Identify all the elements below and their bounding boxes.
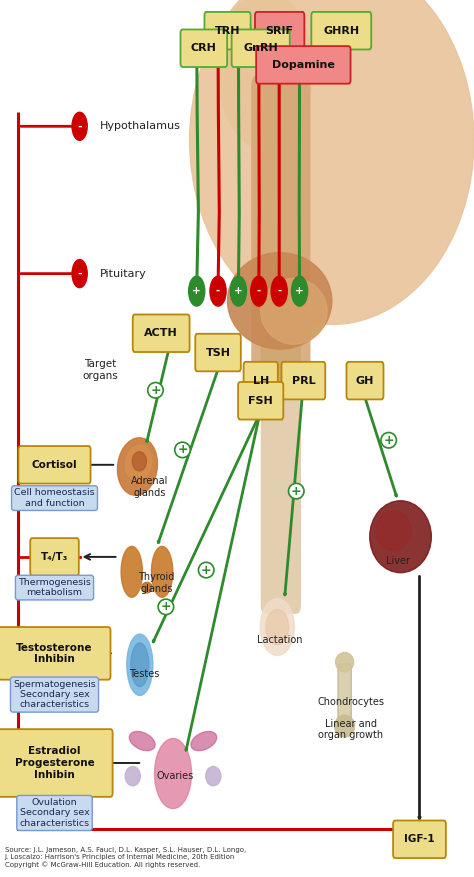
FancyBboxPatch shape xyxy=(338,664,351,725)
Text: -: - xyxy=(77,121,82,132)
FancyBboxPatch shape xyxy=(204,12,251,49)
FancyBboxPatch shape xyxy=(238,382,283,419)
Text: Spermatogenesis
Secondary sex
characteristics: Spermatogenesis Secondary sex characteri… xyxy=(13,680,96,709)
Text: Dopamine: Dopamine xyxy=(272,60,335,70)
Circle shape xyxy=(72,260,87,288)
Text: Ovaries: Ovaries xyxy=(157,771,194,781)
Ellipse shape xyxy=(260,598,294,656)
Text: +: + xyxy=(295,286,304,296)
Text: +: + xyxy=(177,444,188,456)
Ellipse shape xyxy=(336,652,354,672)
Ellipse shape xyxy=(127,634,153,695)
Ellipse shape xyxy=(151,546,173,597)
Text: -: - xyxy=(277,286,281,296)
FancyBboxPatch shape xyxy=(282,362,325,399)
Text: +: + xyxy=(234,286,243,296)
Ellipse shape xyxy=(131,643,149,687)
FancyBboxPatch shape xyxy=(133,315,190,352)
FancyBboxPatch shape xyxy=(311,12,371,49)
Text: ACTH: ACTH xyxy=(144,328,178,339)
FancyBboxPatch shape xyxy=(244,362,278,399)
Text: Testosterone
Inhibin: Testosterone Inhibin xyxy=(16,643,93,664)
Ellipse shape xyxy=(375,510,411,551)
Text: Liver: Liver xyxy=(386,556,410,567)
Text: +: + xyxy=(291,485,301,497)
Text: TRH: TRH xyxy=(215,25,240,36)
Text: Cortisol: Cortisol xyxy=(32,460,77,470)
Text: FSH: FSH xyxy=(248,396,273,406)
Text: Thermogenesis
metabolism: Thermogenesis metabolism xyxy=(18,578,91,597)
Text: +: + xyxy=(192,286,201,296)
Text: TSH: TSH xyxy=(206,347,230,358)
Circle shape xyxy=(251,276,267,306)
Ellipse shape xyxy=(155,738,191,809)
Ellipse shape xyxy=(190,0,474,324)
FancyBboxPatch shape xyxy=(195,334,241,371)
Text: GH: GH xyxy=(356,375,374,386)
Text: Target
organs: Target organs xyxy=(82,360,118,381)
FancyBboxPatch shape xyxy=(181,30,227,67)
Text: GnRH: GnRH xyxy=(243,43,278,53)
Text: IGF-1: IGF-1 xyxy=(404,834,435,845)
Text: Hypothalamus: Hypothalamus xyxy=(100,121,181,132)
Ellipse shape xyxy=(335,716,355,737)
Text: Linear and
organ growth: Linear and organ growth xyxy=(318,719,383,740)
Text: Pituitary: Pituitary xyxy=(100,268,146,279)
Text: GHRH: GHRH xyxy=(323,25,359,36)
Ellipse shape xyxy=(125,766,140,786)
Ellipse shape xyxy=(261,279,327,345)
Text: +: + xyxy=(383,434,394,446)
Ellipse shape xyxy=(132,452,146,471)
Text: Estradiol
Progesterone
Inhibin: Estradiol Progesterone Inhibin xyxy=(15,746,94,780)
Text: +: + xyxy=(161,601,171,613)
Text: Adrenal
glands: Adrenal glands xyxy=(131,476,168,497)
Text: +: + xyxy=(150,384,161,396)
Text: LH: LH xyxy=(253,375,269,386)
FancyBboxPatch shape xyxy=(0,729,113,797)
Text: CRH: CRH xyxy=(191,43,217,53)
Ellipse shape xyxy=(121,546,142,597)
Ellipse shape xyxy=(129,731,155,751)
Text: SRIF: SRIF xyxy=(265,25,294,36)
Ellipse shape xyxy=(370,501,431,573)
Ellipse shape xyxy=(218,0,313,149)
FancyBboxPatch shape xyxy=(232,30,290,67)
FancyBboxPatch shape xyxy=(393,821,446,858)
Text: Source: J.L. Jameson, A.S. Fauci, D.L. Kasper, S.L. Hauser, D.L. Longo,
J. Losca: Source: J.L. Jameson, A.S. Fauci, D.L. K… xyxy=(5,847,246,868)
Text: +: + xyxy=(201,564,211,576)
Text: Thyroid
glands: Thyroid glands xyxy=(138,573,174,594)
Ellipse shape xyxy=(266,610,289,645)
Circle shape xyxy=(230,276,246,306)
Circle shape xyxy=(210,276,226,306)
FancyBboxPatch shape xyxy=(346,362,383,399)
Text: T₄/T₃: T₄/T₃ xyxy=(41,552,68,562)
FancyBboxPatch shape xyxy=(255,12,304,49)
FancyBboxPatch shape xyxy=(0,627,110,680)
FancyBboxPatch shape xyxy=(30,538,79,575)
Ellipse shape xyxy=(228,253,332,349)
Text: -: - xyxy=(77,268,82,279)
Ellipse shape xyxy=(142,582,152,593)
Ellipse shape xyxy=(118,438,157,496)
Circle shape xyxy=(292,276,308,306)
Circle shape xyxy=(271,276,287,306)
Text: Testes: Testes xyxy=(129,668,160,679)
Ellipse shape xyxy=(206,766,221,786)
Text: Chondrocytes: Chondrocytes xyxy=(317,696,384,707)
FancyBboxPatch shape xyxy=(251,75,310,399)
Text: Lactation: Lactation xyxy=(257,635,302,645)
Text: -: - xyxy=(257,286,261,296)
Text: Cell homeostasis
and function: Cell homeostasis and function xyxy=(14,488,95,508)
Text: PRL: PRL xyxy=(292,375,315,386)
FancyBboxPatch shape xyxy=(261,333,301,614)
Text: -: - xyxy=(216,286,220,296)
FancyBboxPatch shape xyxy=(18,446,91,483)
Circle shape xyxy=(189,276,205,306)
Circle shape xyxy=(72,112,87,140)
FancyBboxPatch shape xyxy=(256,46,351,83)
Ellipse shape xyxy=(126,446,151,481)
Ellipse shape xyxy=(191,731,217,751)
Text: Ovulation
Secondary sex
characteristics: Ovulation Secondary sex characteristics xyxy=(19,798,90,828)
